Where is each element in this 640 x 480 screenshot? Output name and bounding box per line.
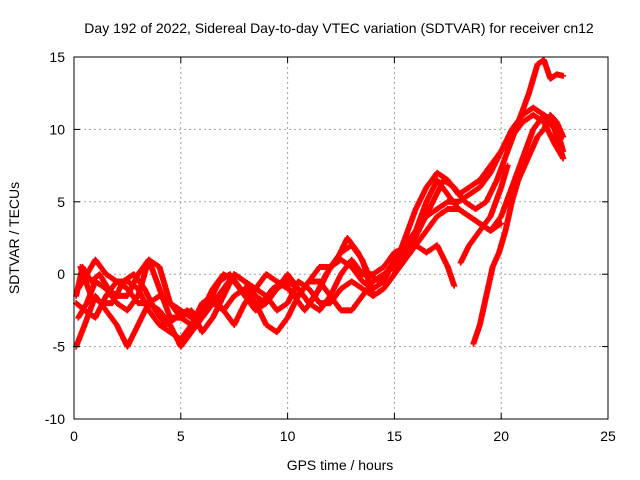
data-point <box>451 282 458 289</box>
y-axis: -10 -5 0 5 10 15 <box>45 49 608 427</box>
y-tick-label: 10 <box>49 121 65 137</box>
series-track-7 <box>470 111 567 347</box>
data-point <box>560 133 567 140</box>
data-point <box>497 221 504 228</box>
x-tick-label: 5 <box>177 428 185 444</box>
x-tick-label: 15 <box>387 428 403 444</box>
series-track-4 <box>77 56 567 328</box>
data-point <box>504 162 511 169</box>
plot-frame <box>73 56 609 420</box>
y-axis-label: SDTVAR / TECUs <box>6 182 22 294</box>
x-tick-label: 10 <box>280 428 296 444</box>
data-point <box>498 220 505 227</box>
y-tick-label: -10 <box>45 411 65 427</box>
chart-title: Day 192 of 2022, Sidereal Day-to-day VTE… <box>84 20 594 36</box>
x-axis-label: GPS time / hours <box>287 457 394 473</box>
series-track-8 <box>457 162 511 266</box>
series-track-6 <box>75 242 458 321</box>
x-tick-label: 0 <box>70 428 78 444</box>
data-point <box>560 155 567 162</box>
series-track-3 <box>73 111 567 328</box>
y-tick-label: 0 <box>57 266 65 282</box>
series-track-5 <box>73 206 505 343</box>
y-tick-label: 5 <box>57 194 65 210</box>
y-tick-label: -5 <box>53 339 66 355</box>
x-axis: 0 5 10 15 20 25 <box>70 57 616 444</box>
x-tick-label: 20 <box>493 428 509 444</box>
data-point <box>560 72 567 79</box>
x-tick-label: 25 <box>600 428 616 444</box>
data-marks <box>73 56 567 350</box>
y-tick-label: 15 <box>49 49 65 65</box>
